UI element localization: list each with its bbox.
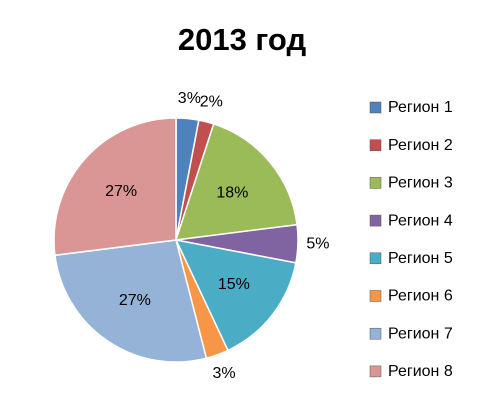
data-label: 3% [213, 365, 236, 382]
data-label: 2% [200, 94, 223, 111]
data-label: 18% [216, 185, 248, 202]
legend-swatch [369, 365, 382, 378]
legend-swatch [369, 214, 382, 227]
legend-label: Регион 1 [388, 99, 453, 116]
data-label: 15% [218, 276, 250, 293]
legend-swatch [369, 290, 382, 302]
pie-slice [174, 123, 298, 241]
legend-swatch [369, 139, 382, 151]
data-label: 3% [178, 90, 201, 107]
data-label: 27% [105, 183, 137, 200]
data-label: 27% [119, 292, 151, 309]
pie-slice [174, 238, 297, 352]
legend-label: Регион 3 [388, 175, 453, 192]
legend-label: Регион 5 [388, 250, 453, 267]
legend-swatch [369, 252, 382, 265]
legend-label: Регион 7 [388, 325, 453, 342]
legend-label: Регион 2 [388, 137, 453, 154]
legend-label: Регион 6 [388, 288, 453, 305]
legend-swatch [369, 101, 382, 114]
data-label: 5% [306, 236, 329, 253]
legend-swatch [369, 327, 382, 340]
legend-label: Регион 4 [388, 212, 453, 229]
pie-slice [54, 239, 208, 363]
legend-label: Регион 8 [388, 363, 453, 380]
pie-slice [53, 117, 177, 257]
legend-swatch [369, 177, 382, 189]
chart-title: 2013 год [178, 22, 307, 57]
